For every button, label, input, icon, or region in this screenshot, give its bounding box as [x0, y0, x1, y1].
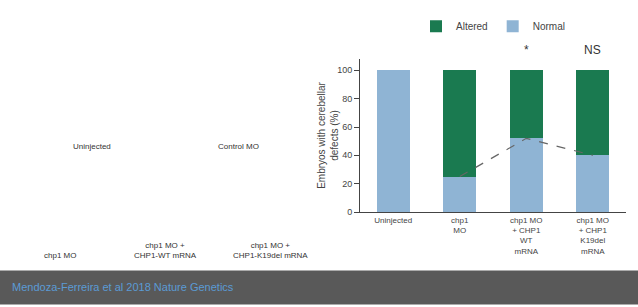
- svg-text:NS: NS: [584, 43, 601, 57]
- svg-text:40: 40: [342, 150, 352, 160]
- svg-text:Uninjected: Uninjected: [73, 142, 111, 151]
- svg-text:100: 100: [337, 65, 352, 75]
- svg-text:chp1 MO +CHP1-K19del mRNA: chp1 MO +CHP1-K19del mRNA: [233, 241, 308, 260]
- svg-text:chp1 MO+ CHP1K19delmRNA: chp1 MO+ CHP1K19delmRNA: [577, 216, 609, 256]
- svg-text:Altered: Altered: [456, 21, 488, 32]
- svg-text:Embryos with cerebellardefects: Embryos with cerebellardefects (%): [316, 81, 340, 188]
- svg-text:Normal: Normal: [533, 21, 565, 32]
- svg-text:chp1 MO: chp1 MO: [44, 251, 76, 260]
- svg-text:Control MO: Control MO: [218, 142, 259, 151]
- svg-text:*: *: [524, 43, 529, 57]
- svg-text:80: 80: [342, 94, 352, 104]
- svg-text:60: 60: [342, 122, 352, 132]
- svg-text:0: 0: [347, 207, 352, 217]
- svg-text:chp1 MO+ CHP1WTmRNA: chp1 MO+ CHP1WTmRNA: [510, 216, 542, 256]
- svg-text:chp1MO: chp1MO: [451, 216, 469, 235]
- svg-text:Uninjected: Uninjected: [374, 216, 412, 225]
- svg-text:chp1 MO +CHP1-WT mRNA: chp1 MO +CHP1-WT mRNA: [134, 241, 197, 260]
- svg-text:Mendoza-Ferreira et al 2018 Na: Mendoza-Ferreira et al 2018 Nature Genet…: [12, 281, 234, 293]
- svg-text:20: 20: [342, 179, 352, 189]
